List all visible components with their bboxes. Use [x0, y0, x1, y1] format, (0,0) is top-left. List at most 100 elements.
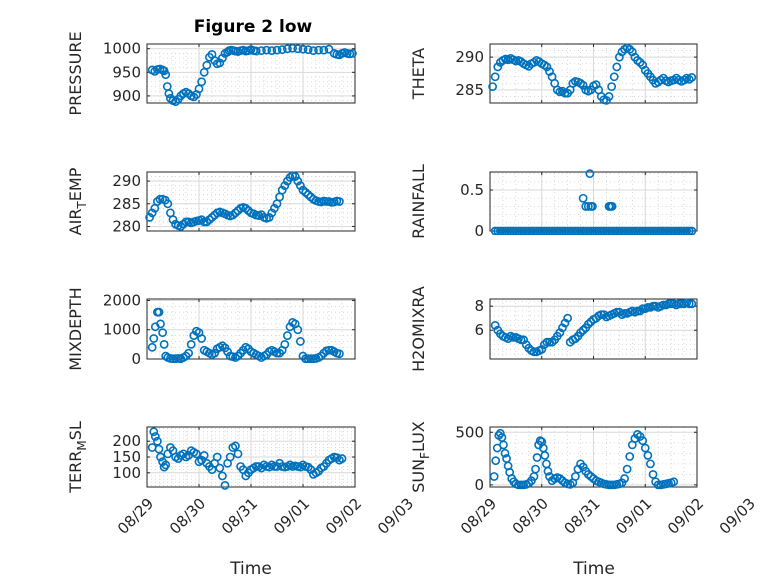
data-point: [500, 448, 510, 458]
y-tick-label: 290: [112, 172, 141, 190]
data-point: [223, 347, 232, 357]
data-point: [532, 453, 542, 462]
data-point: [622, 464, 632, 474]
y-axis-label-main: AIR: [66, 209, 85, 236]
data-point: [158, 328, 167, 338]
y-axis-label-main: TERR: [66, 451, 85, 494]
data-point: [155, 194, 165, 204]
data-point: [583, 202, 593, 211]
data-point: [337, 454, 347, 463]
data-point: [531, 464, 540, 474]
data-point: [197, 334, 206, 343]
y-tick-label: 285: [112, 195, 141, 213]
data-point: [635, 306, 645, 316]
y-axis-label-suffix: LUX: [409, 421, 428, 452]
y-axis-label: RAINFALL: [409, 164, 428, 239]
data-point: [635, 57, 645, 67]
y-tick-label: 950: [112, 63, 141, 81]
data-point: [262, 45, 271, 55]
data-point: [643, 451, 653, 460]
data-point: [633, 306, 642, 316]
data-point: [267, 208, 277, 218]
data-point: [588, 202, 597, 211]
data-point: [293, 44, 303, 54]
data-point: [508, 332, 518, 342]
data-point: [303, 462, 313, 472]
subplot-pressure: 900 950 1000 PRESSURE: [66, 31, 357, 116]
y-tick-label: 0.5: [460, 181, 484, 199]
data-series: [489, 428, 679, 490]
data-point: [489, 472, 499, 481]
data-point: [147, 342, 157, 352]
data-point: [295, 181, 305, 191]
data-point: [298, 44, 308, 54]
data-series: [490, 169, 697, 235]
subplot-rainfall: 0 0.5 RAINFALL: [409, 164, 698, 240]
data-point: [215, 58, 225, 68]
data-point: [547, 337, 557, 347]
y-axis-label-suffix: SL: [66, 421, 85, 440]
data-point: [156, 319, 165, 329]
x-axis-label-right: Time: [572, 559, 615, 579]
data-point: [488, 82, 497, 92]
data-point: [280, 181, 290, 191]
data-point: [612, 62, 622, 72]
y-tick-label: 0: [474, 222, 484, 240]
data-point: [684, 299, 694, 309]
subplot-h2omixra: 6 8 H2OMIXRA: [409, 286, 698, 372]
data-series: [488, 43, 697, 105]
data-series: [147, 43, 357, 106]
data-point: [687, 73, 697, 82]
data-point: [578, 80, 588, 90]
data-point: [539, 340, 549, 349]
y-tick-label: 1000: [103, 40, 141, 58]
y-axis-label: THETA: [409, 48, 428, 100]
data-point: [576, 328, 585, 337]
data-point: [543, 466, 553, 476]
data-series: [145, 171, 344, 231]
y-axis-label: SUNFLUX: [409, 421, 432, 493]
y-axis-label-subscript: F: [418, 452, 432, 459]
data-point: [210, 348, 219, 358]
y-axis-label: MIXDEPTH: [66, 287, 85, 370]
data-point: [215, 463, 225, 473]
y-tick-label: 6: [474, 321, 484, 339]
y-tick-label: 285: [455, 81, 484, 99]
data-point: [147, 208, 157, 218]
data-point: [620, 308, 629, 318]
subplot-air_temp: 280 285 290 AIRTEMP: [66, 167, 356, 236]
data-point: [545, 337, 554, 347]
data-point: [347, 49, 357, 58]
data-point: [293, 176, 303, 186]
data-point: [638, 436, 648, 446]
data-point: [682, 226, 692, 235]
data-point: [540, 451, 550, 460]
data-point: [168, 215, 178, 225]
data-point: [319, 45, 329, 55]
data-point: [217, 471, 227, 481]
subplot-theta: 285 290 THETA: [409, 43, 698, 105]
data-point: [267, 46, 277, 56]
data-point: [493, 62, 503, 72]
data-point: [288, 43, 297, 53]
data-point: [161, 460, 171, 470]
data-point: [491, 456, 501, 466]
y-tick-label: 150: [112, 448, 141, 466]
data-point: [152, 436, 162, 446]
y-axis-label-main: RAINFALL: [409, 164, 428, 239]
data-point: [277, 185, 287, 195]
y-tick-label: 0: [131, 350, 141, 368]
data-point: [164, 89, 174, 98]
data-point: [583, 319, 593, 329]
y-tick-label: 900: [112, 87, 141, 105]
y-tick-label: 2000: [103, 291, 141, 309]
data-point: [669, 477, 679, 487]
data-point: [570, 334, 580, 343]
data-point: [171, 97, 180, 106]
data-point: [490, 72, 500, 82]
data-point: [334, 197, 344, 206]
data-point: [607, 202, 617, 211]
data-point: [490, 320, 500, 330]
data-point: [277, 45, 287, 55]
